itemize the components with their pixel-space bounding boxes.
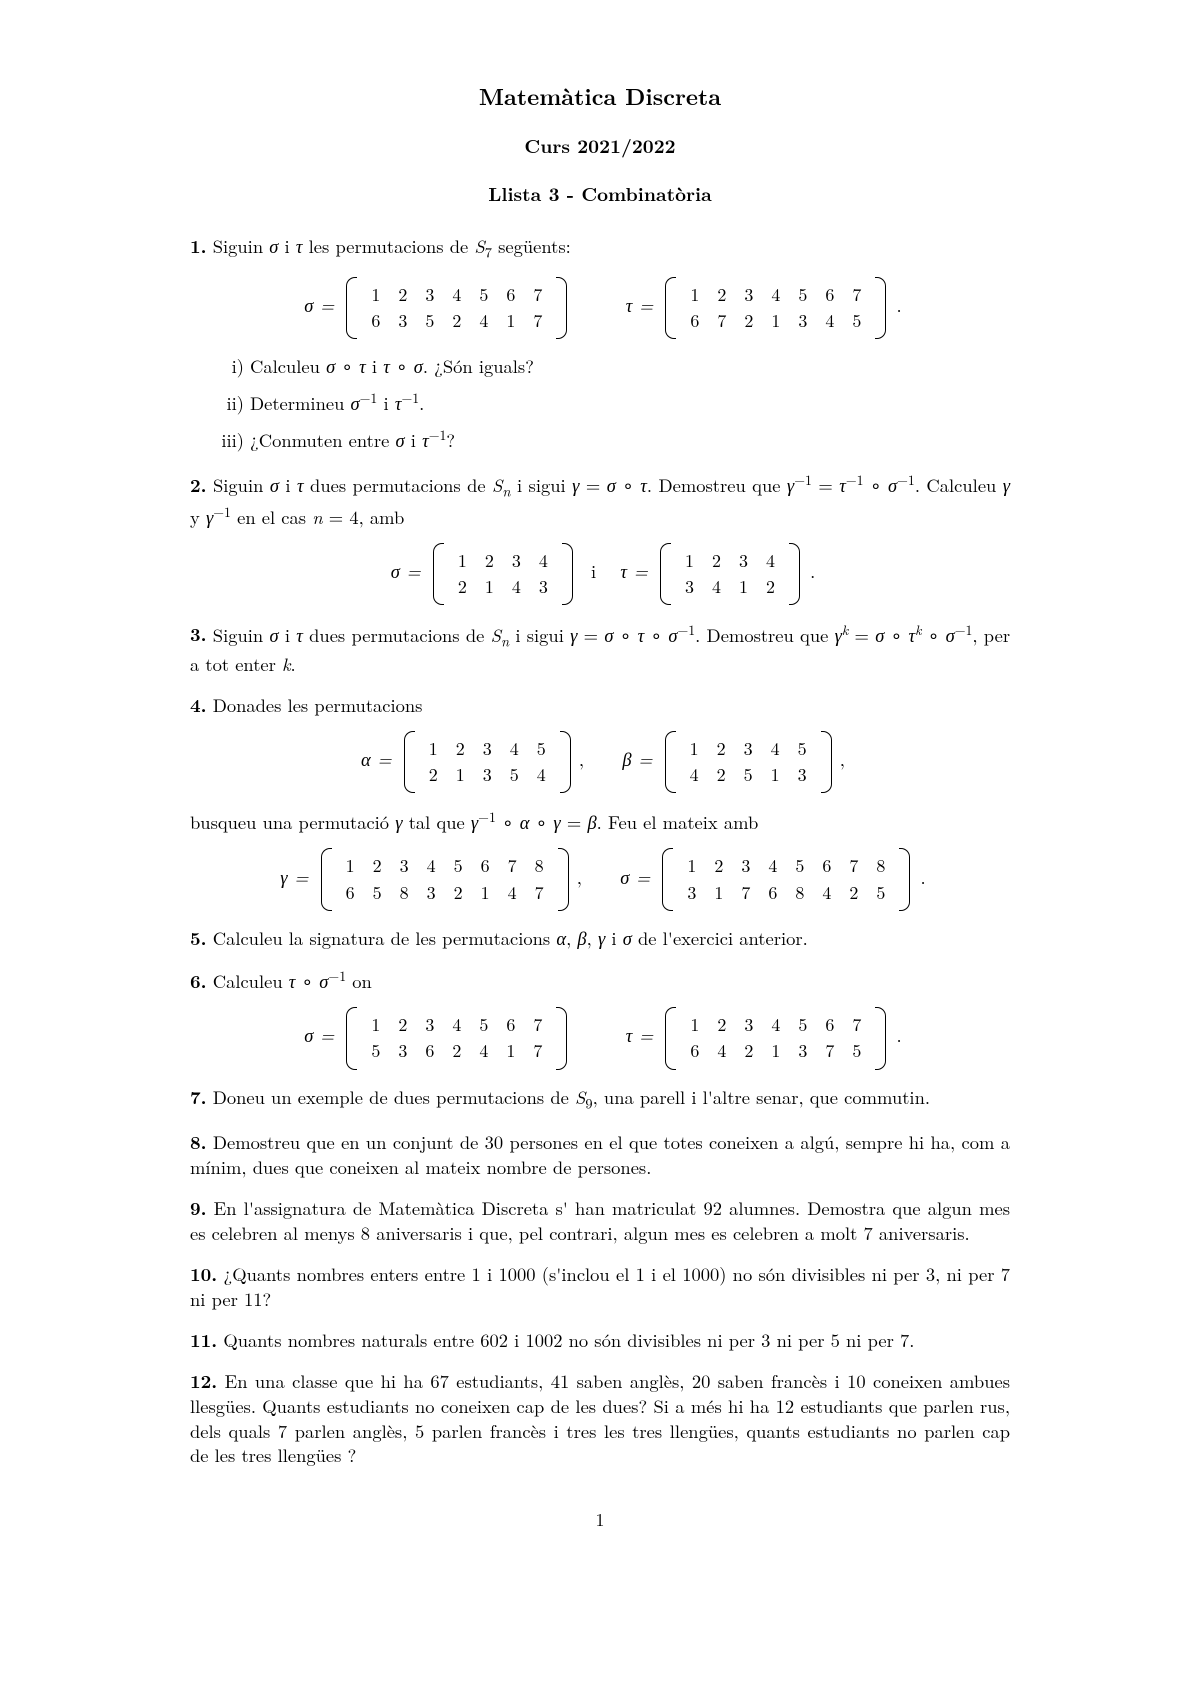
problem-7: 7. Doneu un exemple de dues permutacions… (190, 1085, 1010, 1114)
page-number: 1 (190, 1508, 1010, 1532)
equation-p6: σ = 1234567 5362417 τ = 1234567 6421375 … (190, 1010, 1010, 1067)
problem-11: 11. Quants nombres naturals entre 602 i … (190, 1328, 1010, 1353)
problem-number: 1. (190, 233, 207, 259)
problem-10: 10. ¿Quants nombres enters entre 1 i 100… (190, 1262, 1010, 1312)
doc-section: Llista 3 - Combinatòria (190, 181, 1010, 207)
problem-text: Siguin σ i τ les permutacions de S7 segü… (207, 233, 571, 259)
problem-2: 2. Siguin σ i τ dues permutacions de Sn … (190, 471, 1010, 529)
sub-1i: i)Calculeu σ ∘ τ i τ ∘ σ. ¿Són iguals? (218, 354, 1010, 379)
doc-title: Matemàtica Discreta (190, 80, 1010, 111)
problem-9: 9. En l'assignatura de Matemàtica Discre… (190, 1196, 1010, 1246)
problem-4-cont: busqueu una permutació γ tal que γ−1 ∘ α… (190, 808, 1010, 835)
equation-p4a: α = 12345 21354 , β = 12345 42513 , (190, 734, 1010, 791)
sub-1ii: ii)Determineu σ−1 i τ−1. (218, 389, 1010, 416)
problem-3: 3. Siguin σ i τ dues permutacions de Sn … (190, 620, 1010, 676)
doc-subtitle: Curs 2021/2022 (190, 133, 1010, 159)
problem-4: 4. Donades les permutacions (190, 693, 1010, 718)
problem-1: 1. Siguin σ i τ les permutacions de S7 s… (190, 234, 1010, 263)
sigma-matrix: 1234567 6352417 (346, 280, 567, 337)
sigma-label: σ = (298, 292, 340, 318)
sub-1iii: iii)¿Conmuten entre σ i τ−1? (218, 426, 1010, 453)
tau-label: τ = (620, 292, 659, 318)
tau-matrix: 1234567 6721345 (665, 280, 886, 337)
problem-6: 6. Calculeu τ ∘ σ−1 on (190, 967, 1010, 994)
equation-p1: σ = 1234567 6352417 τ = 1234567 6721345 … (190, 280, 1010, 337)
period: . (893, 292, 902, 318)
problem-12: 12. En una classe que hi ha 67 estudiant… (190, 1369, 1010, 1469)
page: Matemàtica Discreta Curs 2021/2022 Llist… (100, 0, 1100, 1583)
equation-p2: σ = 1234 2143 i τ = 1234 3412 . (190, 546, 1010, 603)
problem-5: 5. Calculeu la signatura de les permutac… (190, 926, 1010, 951)
equation-p4b: γ = 12345678 65832147 , σ = 12345678 317… (190, 851, 1010, 908)
problem-8: 8. Demostreu que en un conjunt de 30 per… (190, 1130, 1010, 1180)
